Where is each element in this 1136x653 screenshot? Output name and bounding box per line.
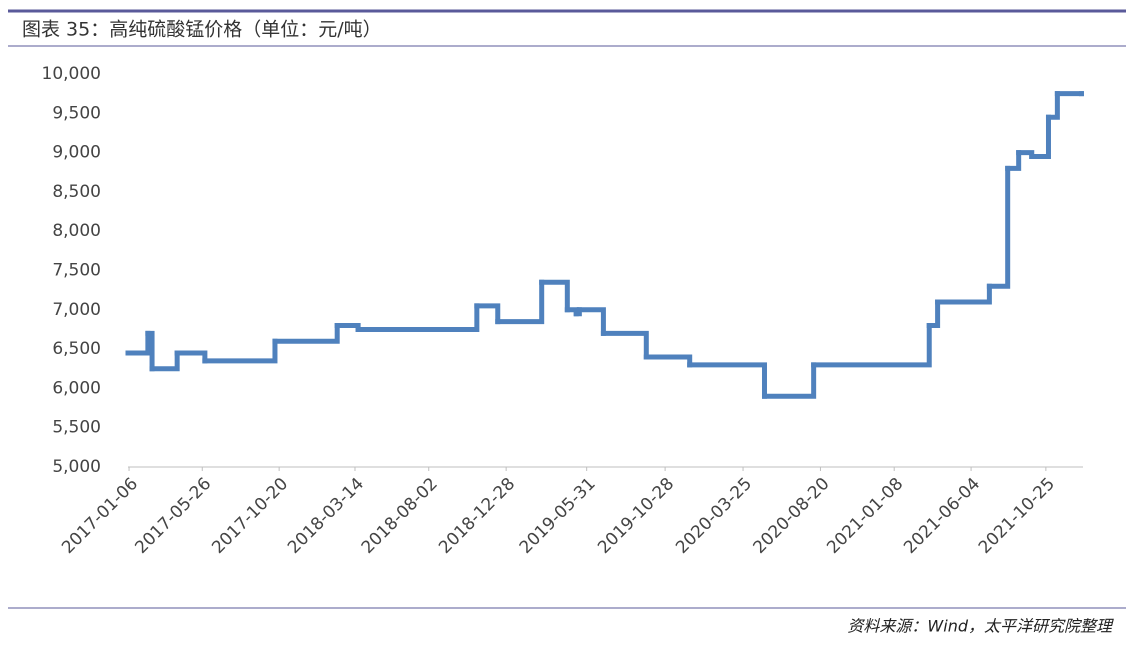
line-step — [643, 354, 693, 368]
x-tick-label: 2019-10-28 — [594, 474, 678, 558]
y-tick-label: 6,500 — [52, 339, 101, 359]
line-step — [1045, 91, 1060, 120]
line-step — [145, 330, 155, 372]
x-tick-label: 2019-05-31 — [516, 474, 600, 558]
line-step — [355, 303, 480, 332]
x-tick-label: 2021-06-04 — [900, 474, 984, 558]
plot-area: 5,000 5,500 6,000 6,500 7,000 7,500 8,000 8,500… — [42, 64, 1084, 558]
line-step — [687, 362, 767, 399]
line-step — [334, 323, 361, 332]
chart-title: 图表 35：高纯硫酸锰价格（单位：元/吨） — [22, 19, 382, 41]
y-tick-label: 7,500 — [52, 261, 101, 281]
x-tick-label: 2021-10-25 — [975, 474, 1059, 558]
x-tick-label: 2021-01-08 — [823, 474, 907, 558]
line-step — [986, 165, 1011, 289]
y-tick-label: 8,500 — [52, 182, 101, 202]
line-step — [1029, 114, 1051, 160]
y-tick-label: 5,000 — [52, 457, 101, 477]
line-step — [174, 350, 208, 364]
line-step — [600, 330, 649, 360]
line-step — [125, 330, 151, 356]
line-step — [1005, 150, 1022, 171]
x-tick-label: 2020-08-20 — [750, 474, 834, 558]
line-step — [539, 279, 570, 313]
y-tick-label: 9,000 — [52, 143, 101, 163]
line-step — [761, 362, 817, 399]
line-step — [926, 299, 941, 329]
x-tick-label: 2020-03-25 — [672, 474, 756, 558]
y-tick-label: 7,000 — [52, 300, 101, 320]
source-note: 资料来源：Wind，太平洋研究院整理 — [847, 617, 1114, 636]
x-tick-label: 2018-08-02 — [358, 474, 442, 558]
line-step — [202, 338, 278, 364]
y-tick-label: 6,000 — [52, 378, 101, 398]
line-step — [474, 303, 501, 325]
line-step — [811, 323, 932, 368]
line-step — [149, 350, 180, 372]
x-tick-label: 2018-12-28 — [435, 474, 519, 558]
y-tick-label: 5,500 — [52, 418, 101, 438]
line-step — [495, 279, 545, 325]
x-tick-label: 2017-05-26 — [131, 474, 215, 558]
line-step — [272, 323, 340, 344]
line-step — [935, 283, 992, 305]
y-tick-label: 8,000 — [52, 221, 101, 241]
y-tick-label: 9,500 — [52, 103, 101, 123]
x-tick-label: 2017-10-20 — [208, 474, 292, 558]
x-tick-label: 2018-03-14 — [284, 474, 368, 558]
y-tick-label: 10,000 — [42, 64, 101, 84]
line-step — [576, 307, 606, 336]
x-tick-label: 2017-01-06 — [58, 474, 142, 558]
